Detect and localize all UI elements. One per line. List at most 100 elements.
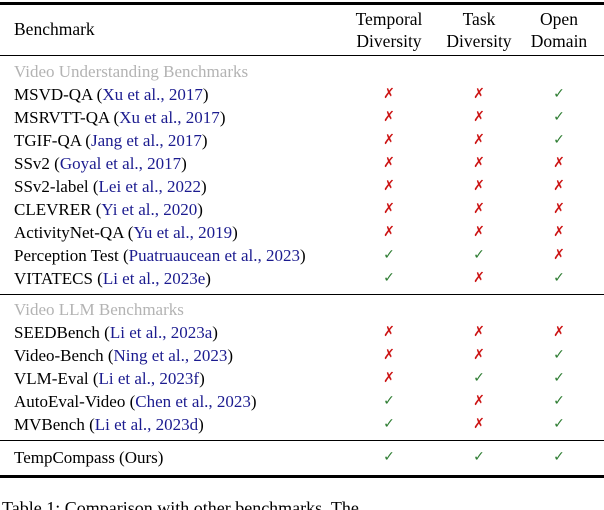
cross-icon: ✗: [473, 201, 485, 217]
cross-icon: ✗: [473, 416, 485, 432]
cross-icon: ✗: [473, 347, 485, 363]
check-icon: ✓: [473, 449, 485, 465]
section-video-understanding-benchmarks: Video Understanding Benchmarks MSVD-QA (…: [0, 60, 604, 290]
benchmark-name: SEEDBench (Li et al., 2023a): [14, 323, 218, 342]
citation-link[interactable]: Yu et al., 2019: [133, 223, 233, 242]
cross-icon: ✗: [473, 393, 485, 409]
cross-icon: ✗: [383, 86, 395, 102]
check-icon: ✓: [553, 347, 565, 363]
section-divider-rule: [0, 294, 604, 295]
check-icon: ✓: [383, 393, 395, 409]
cross-icon: ✗: [383, 324, 395, 340]
check-icon: ✓: [383, 416, 395, 432]
section-video-llm-benchmarks: Video LLM Benchmarks SEEDBench (Li et al…: [0, 298, 604, 436]
cross-icon: ✗: [553, 224, 565, 240]
cross-icon: ✗: [473, 270, 485, 286]
cross-icon: ✗: [383, 178, 395, 194]
check-icon: ✓: [383, 270, 395, 286]
cross-icon: ✗: [473, 324, 485, 340]
citation-link[interactable]: Li et al., 2023e: [102, 269, 206, 288]
citation-link[interactable]: Li et al., 2023f: [98, 369, 200, 388]
citation-link[interactable]: Goyal et al., 2017: [59, 154, 182, 173]
check-icon: ✓: [553, 449, 565, 465]
table-row: MSVD-QA (Xu et al., 2017) ✗ ✗ ✓: [0, 83, 604, 106]
check-icon: ✓: [553, 270, 565, 286]
table-row: MVBench (Li et al., 2023d) ✓ ✗ ✓: [0, 413, 604, 436]
table-row: VITATECS (Li et al., 2023e) ✓ ✗ ✓: [0, 267, 604, 290]
check-icon: ✓: [383, 247, 395, 263]
cross-icon: ✗: [473, 224, 485, 240]
cross-icon: ✗: [553, 247, 565, 263]
cross-icon: ✗: [383, 370, 395, 386]
check-icon: ✓: [553, 86, 565, 102]
column-header-benchmark: Benchmark: [14, 19, 95, 39]
table-row: SSv2 (Goyal et al., 2017) ✗ ✗ ✗: [0, 152, 604, 175]
table-row: SEEDBench (Li et al., 2023a) ✗ ✗ ✗: [0, 321, 604, 344]
table-row: TempCompass (Ours) ✓ ✓ ✓: [0, 444, 604, 471]
benchmark-name: AutoEval-Video (Chen et al., 2023): [14, 392, 257, 411]
cross-icon: ✗: [473, 109, 485, 125]
cross-icon: ✗: [383, 224, 395, 240]
cross-icon: ✗: [553, 201, 565, 217]
table-row: Perception Test (Puatruaucean et al., 20…: [0, 244, 604, 267]
column-header-task-diversity: Task Diversity: [446, 8, 512, 51]
benchmark-name: ActivityNet-QA (Yu et al., 2019): [14, 223, 238, 242]
table-row: MSRVTT-QA (Xu et al., 2017) ✗ ✗ ✓: [0, 106, 604, 129]
table-row: CLEVRER (Yi et al., 2020) ✗ ✗ ✗: [0, 198, 604, 221]
final-divider-rule: [0, 440, 604, 441]
benchmark-name: VITATECS (Li et al., 2023e): [14, 269, 211, 288]
benchmark-name: Video-Bench (Ning et al., 2023): [14, 346, 233, 365]
column-header-temporal-diversity: Temporal Diversity: [355, 8, 423, 51]
benchmark-name: TGIF-QA (Jang et al., 2017): [14, 131, 208, 150]
citation-link[interactable]: Ning et al., 2023: [113, 346, 228, 365]
cross-icon: ✗: [383, 201, 395, 217]
citation-link[interactable]: Jang et al., 2017: [90, 131, 202, 150]
check-icon: ✓: [473, 247, 485, 263]
benchmark-name: TempCompass (Ours): [14, 448, 164, 467]
citation-link[interactable]: Li et al., 2023a: [109, 323, 213, 342]
citation-link[interactable]: Xu et al., 2017: [102, 85, 203, 104]
cross-icon: ✗: [473, 132, 485, 148]
benchmark-name: VLM-Eval (Li et al., 2023f): [14, 369, 205, 388]
citation-link[interactable]: Xu et al., 2017: [119, 108, 220, 127]
cross-icon: ✗: [383, 155, 395, 171]
cross-icon: ✗: [553, 178, 565, 194]
final-row-container: TempCompass (Ours) ✓ ✓ ✓: [0, 444, 604, 471]
cross-icon: ✗: [383, 109, 395, 125]
table-row: TGIF-QA (Jang et al., 2017) ✗ ✗ ✓: [0, 129, 604, 152]
cross-icon: ✗: [473, 155, 485, 171]
benchmark-name: MVBench (Li et al., 2023d): [14, 415, 204, 434]
citation-link[interactable]: Chen et al., 2023: [135, 392, 251, 411]
benchmark-name: SSv2 (Goyal et al., 2017): [14, 154, 187, 173]
benchmark-name: CLEVRER (Yi et al., 2020): [14, 200, 203, 219]
check-icon: ✓: [553, 416, 565, 432]
section-title: Video LLM Benchmarks: [14, 300, 184, 319]
table-row: VLM-Eval (Li et al., 2023f) ✗ ✓ ✓: [0, 367, 604, 390]
table-row: SSv2-label (Lei et al., 2022) ✗ ✗ ✗: [0, 175, 604, 198]
citation-link[interactable]: Puatruaucean et al., 2023: [128, 246, 300, 265]
benchmark-name: MSRVTT-QA (Xu et al., 2017): [14, 108, 226, 127]
bottom-rule: [0, 475, 604, 478]
benchmark-name: Perception Test (Puatruaucean et al., 20…: [14, 246, 306, 265]
check-icon: ✓: [553, 132, 565, 148]
top-rule: [0, 2, 604, 5]
cross-icon: ✗: [553, 155, 565, 171]
check-icon: ✓: [383, 449, 395, 465]
check-icon: ✓: [553, 393, 565, 409]
section-rows: SEEDBench (Li et al., 2023a) ✗ ✗ ✗ Video-Ben…: [0, 321, 604, 436]
table-header: Benchmark Temporal Diversity Task Divers…: [0, 5, 604, 55]
cross-icon: ✗: [383, 347, 395, 363]
benchmark-name: SSv2-label (Lei et al., 2022): [14, 177, 207, 196]
check-icon: ✓: [473, 370, 485, 386]
table-row: AutoEval-Video (Chen et al., 2023) ✓ ✗ ✓: [0, 390, 604, 413]
citation-text: Ours: [124, 448, 158, 467]
table-caption: Table 1: Comparison with other benchmark…: [2, 497, 359, 510]
section-title: Video Understanding Benchmarks: [14, 62, 249, 81]
header-rule: [0, 54, 604, 56]
citation-link[interactable]: Lei et al., 2022: [98, 177, 201, 196]
check-icon: ✓: [553, 109, 565, 125]
column-header-open-domain: Open Domain: [530, 8, 588, 51]
citation-link[interactable]: Yi et al., 2020: [101, 200, 198, 219]
citation-link[interactable]: Li et al., 2023d: [94, 415, 199, 434]
